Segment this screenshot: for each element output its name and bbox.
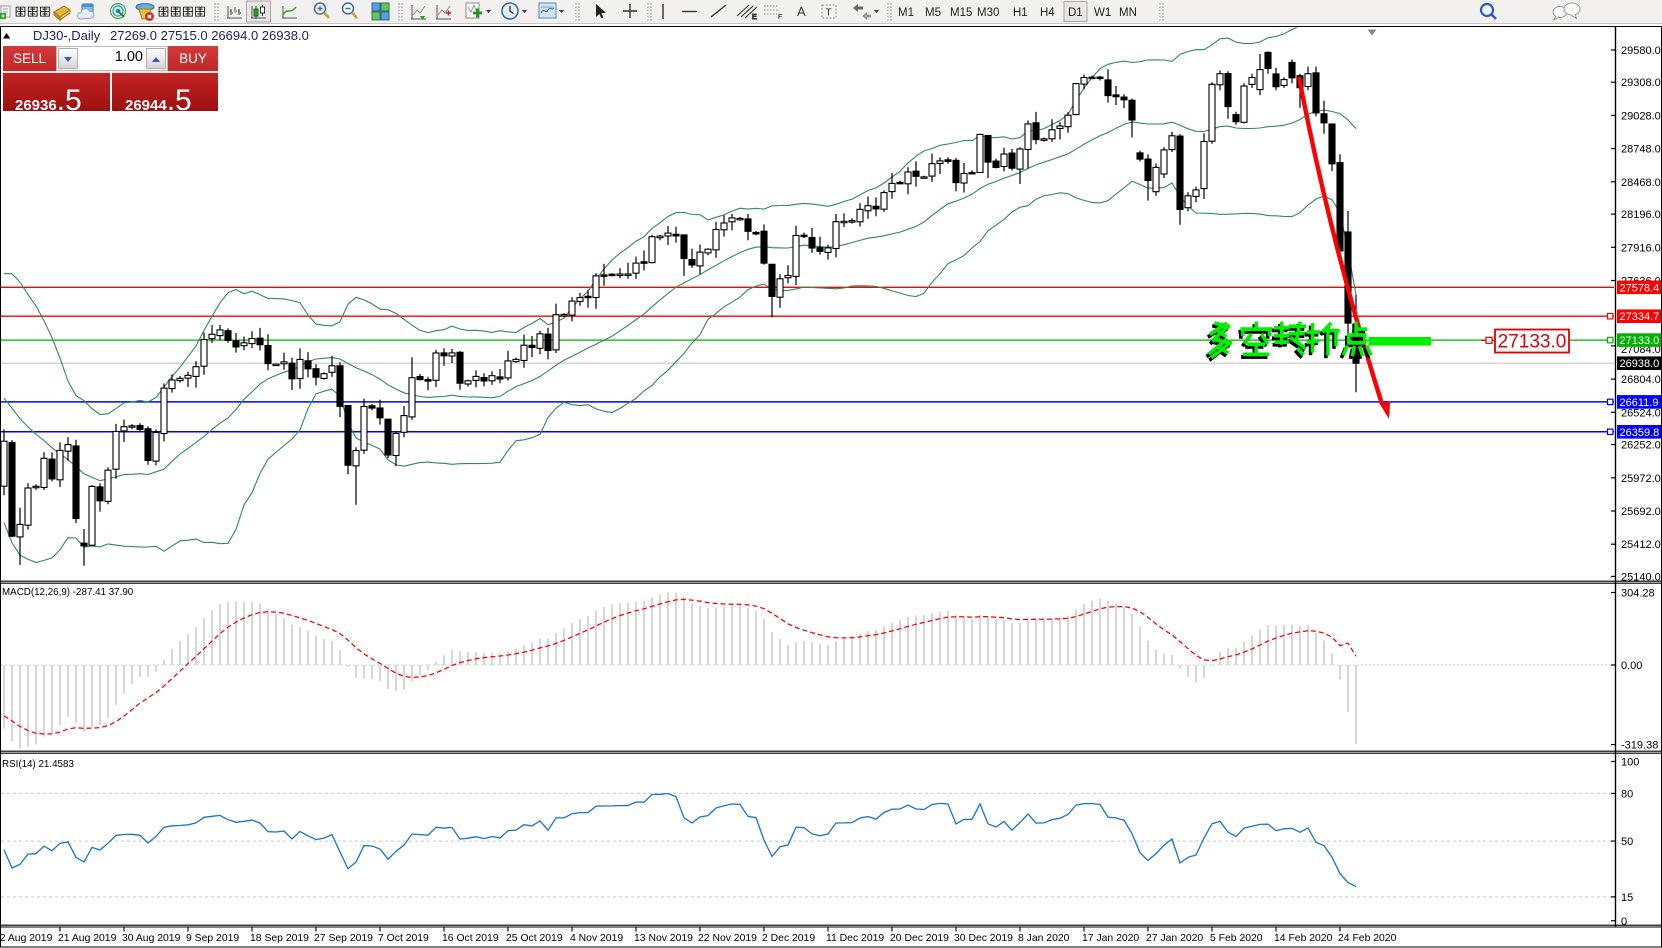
- svg-text:27578.4: 27578.4: [1620, 282, 1660, 294]
- svg-text:29308.0: 29308.0: [1621, 77, 1661, 89]
- svg-text:8 Jan 2020: 8 Jan 2020: [1018, 933, 1070, 944]
- svg-text:0.00: 0.00: [1621, 660, 1642, 672]
- svg-text:M15: M15: [950, 7, 972, 19]
- svg-text:9 Sep 2019: 9 Sep 2019: [186, 933, 239, 944]
- svg-text:16 Oct 2019: 16 Oct 2019: [442, 933, 499, 944]
- svg-text:21 Aug 2019: 21 Aug 2019: [58, 933, 117, 944]
- svg-text:F: F: [778, 14, 782, 21]
- svg-text:26524.0: 26524.0: [1621, 407, 1661, 419]
- svg-text:26938.0: 26938.0: [1620, 358, 1660, 370]
- svg-text:27269.0 27515.0 26694.0 26938.: 27269.0 27515.0 26694.0 26938.0: [110, 28, 309, 43]
- svg-text:H1: H1: [1013, 7, 1028, 19]
- svg-text:RSI(14) 21.4583: RSI(14) 21.4583: [2, 759, 74, 770]
- svg-text:28748.0: 28748.0: [1621, 144, 1661, 156]
- svg-text:14 Feb 2020: 14 Feb 2020: [1274, 933, 1333, 944]
- svg-text:17 Jan 2020: 17 Jan 2020: [1082, 933, 1139, 944]
- svg-text:27133.0: 27133.0: [1620, 335, 1660, 347]
- svg-text:M30: M30: [977, 7, 999, 19]
- svg-text:25 Oct 2019: 25 Oct 2019: [506, 933, 563, 944]
- svg-text:304.28: 304.28: [1621, 588, 1655, 600]
- svg-text:W1: W1: [1094, 7, 1111, 19]
- svg-text:30 Aug 2019: 30 Aug 2019: [122, 933, 181, 944]
- svg-text:26804.0: 26804.0: [1621, 374, 1661, 386]
- svg-text:22 Nov 2019: 22 Nov 2019: [698, 933, 757, 944]
- svg-text:-319.38: -319.38: [1621, 740, 1658, 752]
- svg-text:18 Sep 2019: 18 Sep 2019: [250, 933, 309, 944]
- svg-text:0: 0: [1621, 916, 1627, 928]
- svg-text:27916.0: 27916.0: [1621, 242, 1661, 254]
- svg-text:24 Feb 2020: 24 Feb 2020: [1338, 933, 1397, 944]
- svg-text:26359.8: 26359.8: [1620, 427, 1660, 439]
- svg-text:11 Dec 2019: 11 Dec 2019: [826, 933, 884, 944]
- svg-text:28468.0: 28468.0: [1621, 177, 1661, 189]
- svg-text:H4: H4: [1040, 7, 1055, 19]
- svg-text:29028.0: 29028.0: [1621, 110, 1661, 122]
- svg-text:27334.7: 27334.7: [1620, 311, 1660, 323]
- svg-text:5 Feb 2020: 5 Feb 2020: [1210, 933, 1263, 944]
- svg-text:12 Aug 2019: 12 Aug 2019: [0, 933, 53, 944]
- svg-text:MN: MN: [1119, 7, 1137, 19]
- svg-text:25692.0: 25692.0: [1621, 506, 1661, 518]
- svg-text:4 Nov 2019: 4 Nov 2019: [570, 933, 623, 944]
- svg-text:2 Dec 2019: 2 Dec 2019: [762, 933, 815, 944]
- svg-text:15: 15: [1621, 892, 1633, 904]
- svg-text:D1: D1: [1068, 7, 1083, 19]
- svg-text:28196.0: 28196.0: [1621, 209, 1661, 221]
- svg-text:M5: M5: [925, 7, 941, 19]
- svg-text:DJ30-,Daily: DJ30-,Daily: [33, 28, 101, 43]
- svg-text:27 Sep 2019: 27 Sep 2019: [314, 933, 373, 944]
- svg-text:27133.0: 27133.0: [1498, 332, 1567, 353]
- svg-text:100: 100: [1621, 757, 1639, 769]
- svg-text:25972.0: 25972.0: [1621, 473, 1661, 485]
- svg-text:50: 50: [1621, 836, 1633, 848]
- svg-text:A: A: [797, 4, 806, 19]
- svg-text:29580.0: 29580.0: [1621, 45, 1661, 57]
- svg-text:MACD(12,26,9) -287.41 37.90: MACD(12,26,9) -287.41 37.90: [2, 587, 134, 598]
- svg-text:20 Dec 2019: 20 Dec 2019: [890, 933, 949, 944]
- svg-text:25412.0: 25412.0: [1621, 539, 1661, 551]
- svg-text:26252.0: 26252.0: [1621, 440, 1661, 452]
- svg-text:25140.0: 25140.0: [1621, 571, 1661, 583]
- svg-text:E: E: [752, 14, 757, 21]
- svg-text:M1: M1: [898, 7, 914, 19]
- svg-text:27084.0: 27084.0: [1621, 344, 1661, 356]
- svg-text:27 Jan 2020: 27 Jan 2020: [1146, 933, 1203, 944]
- svg-text:80: 80: [1621, 788, 1633, 800]
- svg-text:30 Dec 2019: 30 Dec 2019: [954, 933, 1013, 944]
- svg-text:26611.9: 26611.9: [1620, 397, 1659, 409]
- svg-text:13 Nov 2019: 13 Nov 2019: [634, 933, 693, 944]
- svg-text:T: T: [826, 8, 832, 19]
- svg-text:7 Oct 2019: 7 Oct 2019: [378, 933, 429, 944]
